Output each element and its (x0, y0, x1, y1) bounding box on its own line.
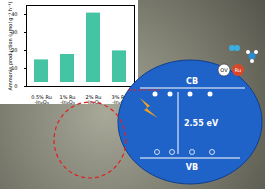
svg-text:1% Ru-In₂O₃: 1% Ru-In₂O₃ (60, 94, 76, 104)
html-text:3% Ru: 3% Ru (111, 94, 128, 101)
svg-text:Ammonia production (μmol g⁻¹ h: Ammonia production (μmol g⁻¹ h⁻¹) (7, 1, 14, 90)
svg-text:OV: OV (220, 67, 228, 73)
svg-text:0.5% Ru-In₂O₃: 0.5% Ru-In₂O₃ (31, 94, 52, 104)
svg-text:VB: VB (186, 163, 198, 172)
svg-text:2.55 eV: 2.55 eV (184, 119, 219, 128)
html-text:2% Ru: 2% Ru (85, 94, 102, 101)
svg-text:40: 40 (11, 11, 18, 18)
svg-text:CB: CB (186, 77, 198, 86)
svg-text:0: 0 (14, 83, 17, 89)
svg-text:30: 30 (11, 29, 18, 36)
svg-text:Ru: Ru (235, 67, 241, 73)
svg-text:10: 10 (11, 65, 18, 72)
svg-text:20: 20 (11, 47, 18, 54)
